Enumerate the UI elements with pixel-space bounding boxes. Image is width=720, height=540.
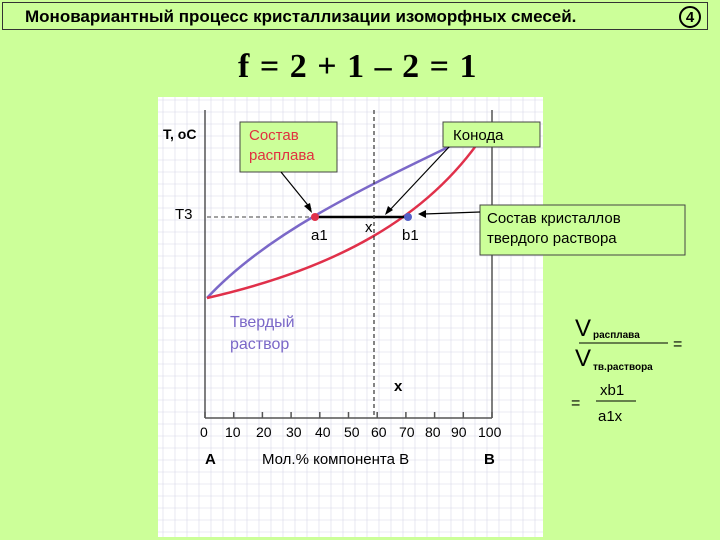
v-solid: V	[575, 345, 591, 372]
denominator-a1x: a1x	[598, 408, 623, 425]
tick-label: 40	[315, 424, 331, 440]
crystal-arrow	[423, 211, 481, 215]
konoda-label: Конода	[453, 127, 504, 144]
title-bar: Моновариантный процесс кристаллизации из…	[2, 2, 708, 30]
component-a-label: A	[205, 451, 216, 468]
tick-label: 70	[399, 424, 415, 440]
melt-callout-line2: расплава	[249, 147, 315, 164]
point-b1	[404, 213, 412, 221]
axis-ticks	[204, 412, 493, 418]
solid-solution-label-line2: раствор	[230, 336, 289, 353]
phase-rule-formula: f = 2 + 1 – 2 = 1	[238, 48, 478, 85]
x-bottom-label: x	[394, 378, 403, 395]
tick-labels: 0 10 20 30 40 50 60 70 80 90 100	[200, 424, 502, 440]
b1-label: b1	[402, 227, 419, 244]
melt-callout-box	[239, 121, 338, 173]
lever-rule: V расплава = V тв.раствора = xb1 a1x	[571, 315, 682, 425]
numerator-xb1: xb1	[600, 382, 624, 399]
x-point-label: x	[365, 219, 373, 236]
tick-label: 0	[200, 424, 208, 440]
graph-paper	[158, 97, 543, 537]
crystal-callout-box	[479, 204, 686, 256]
melt-arrow	[280, 171, 312, 210]
solidus-curve	[206, 127, 490, 300]
slide-number: 4	[679, 6, 701, 28]
composition-axis-label: Мол.% компонента В	[262, 451, 409, 468]
crystal-arrowhead	[418, 210, 426, 218]
crystal-callout-line2: твердого раствора	[487, 230, 617, 247]
tick-label: 100	[478, 424, 502, 440]
point-a1	[311, 213, 319, 221]
konoda-arrow	[387, 146, 450, 213]
tick-label: 90	[451, 424, 467, 440]
tick-label: 50	[344, 424, 360, 440]
component-b-label: B	[484, 451, 495, 468]
tick-label: 10	[225, 424, 241, 440]
temperature-axis-label: T, oC	[163, 126, 196, 142]
equals-sign-1: =	[673, 336, 682, 353]
melt-callout-line1: Состав	[249, 127, 299, 144]
solid-solution-label-line1: Твердый	[230, 314, 295, 331]
crystal-callout-line1: Состав кристаллов	[487, 210, 621, 227]
liquidus-curve	[206, 126, 489, 299]
tick-label: 20	[256, 424, 272, 440]
slide-title: Моновариантный процесс кристаллизации из…	[25, 7, 577, 26]
t3-label: T3	[175, 206, 193, 223]
equals-sign-2: =	[571, 395, 580, 412]
konoda-callout-box	[442, 121, 541, 148]
v-melt-subscript: расплава	[593, 330, 640, 341]
v-melt: V	[575, 315, 591, 342]
tick-label: 30	[286, 424, 302, 440]
a1-label: a1	[311, 227, 328, 244]
tick-label: 80	[425, 424, 441, 440]
konoda-arrowhead	[385, 206, 393, 215]
tick-label: 60	[371, 424, 387, 440]
v-solid-subscript: тв.раствора	[593, 362, 653, 373]
melt-arrowhead	[304, 203, 312, 213]
